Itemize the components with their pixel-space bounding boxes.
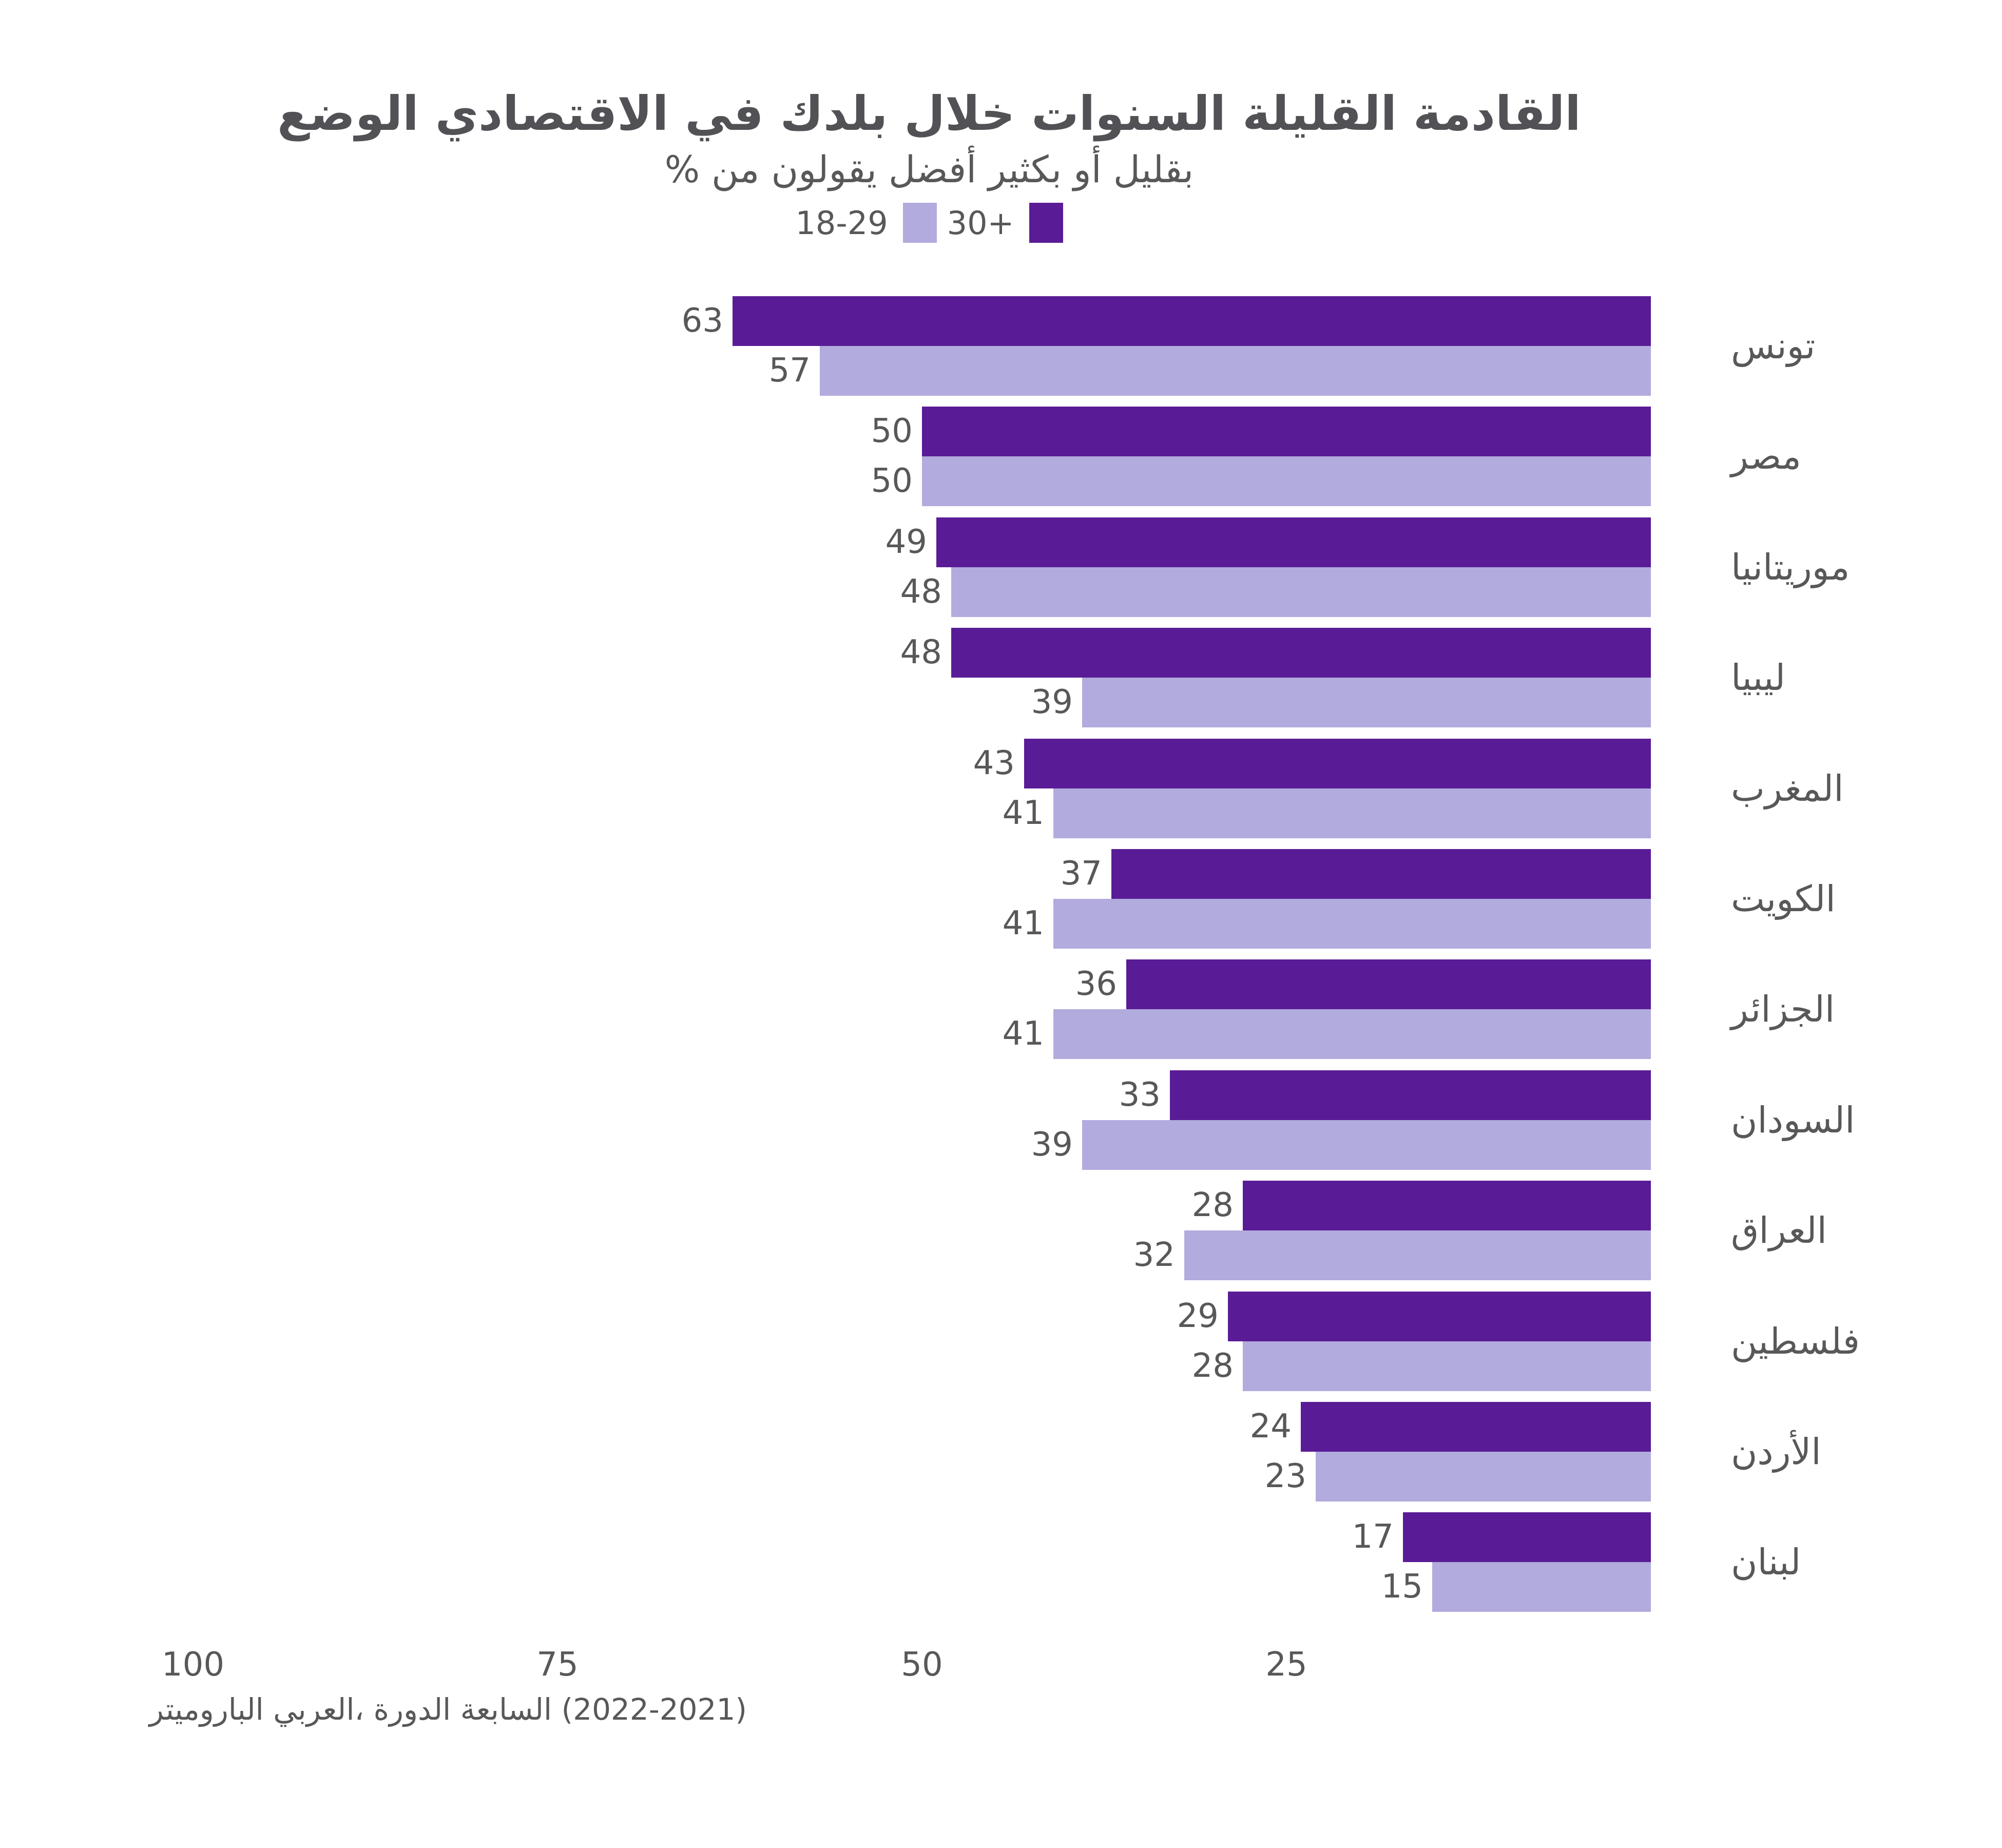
chart-title: الوضع الاقتصادي في بلدك خلال السنوات الق… — [277, 86, 1581, 141]
chart-header: الوضع الاقتصادي في بلدك خلال السنوات الق… — [0, 86, 1858, 243]
bar-younger — [1432, 1562, 1651, 1612]
bar-older — [1024, 739, 1651, 788]
value-label-younger: 41 — [1002, 794, 1044, 832]
country-label: فلسطين — [1731, 1320, 1860, 1362]
bar-younger — [1316, 1452, 1651, 1502]
chart-subtitle: % من يقولون أفضل بكثير أو بقليل — [664, 147, 1194, 191]
x-tick-label: 25 — [1265, 1646, 1307, 1684]
value-label-younger: 50 — [871, 462, 913, 500]
country-label: تونس — [1731, 325, 1816, 367]
value-label-older: 17 — [1352, 1518, 1394, 1556]
value-label-older: 63 — [681, 302, 723, 340]
bar-older — [936, 517, 1651, 567]
value-label-younger: 48 — [900, 573, 942, 611]
legend-swatch-icon — [902, 203, 937, 243]
bar-older — [733, 296, 1651, 346]
x-tick-label: 100 — [161, 1646, 225, 1684]
legend: 18-29 30+ — [0, 203, 1858, 243]
value-label-older: 49 — [885, 523, 927, 561]
legend-label: 18-29 — [795, 204, 888, 242]
value-label-younger: 32 — [1133, 1236, 1175, 1274]
value-label-older: 36 — [1075, 965, 1117, 1003]
bar-older — [1301, 1402, 1651, 1452]
value-label-younger: 39 — [1031, 683, 1073, 721]
value-label-younger: 41 — [1002, 1015, 1044, 1053]
bar-younger — [951, 567, 1651, 617]
country-label: الكويت — [1731, 878, 1836, 920]
source-note: الباروميتر العربي، الدورة السابعة (2022-… — [149, 1692, 747, 1727]
bar-older — [1403, 1512, 1651, 1562]
country-label: لبنان — [1731, 1541, 1801, 1583]
bar-older — [1170, 1070, 1651, 1120]
value-label-younger: 23 — [1264, 1457, 1306, 1495]
value-label-older: 50 — [871, 412, 913, 450]
value-label-older: 43 — [973, 744, 1015, 782]
bar-younger — [1053, 899, 1651, 949]
bar-older — [1126, 959, 1651, 1009]
value-label-older: 37 — [1060, 855, 1102, 893]
x-tick-label: 50 — [901, 1646, 943, 1684]
value-label-older: 24 — [1249, 1408, 1292, 1446]
bar-older — [1243, 1181, 1651, 1230]
value-label-older: 29 — [1177, 1297, 1219, 1335]
bar-younger — [1082, 1120, 1651, 1170]
bar-younger — [1053, 1009, 1651, 1059]
bar-younger — [1243, 1341, 1651, 1391]
bar-younger — [1053, 788, 1651, 838]
value-label-younger: 41 — [1002, 904, 1044, 942]
bar-older — [1228, 1292, 1651, 1341]
value-label-younger: 57 — [768, 352, 811, 390]
bar-older — [922, 407, 1651, 456]
country-label: ليبيا — [1731, 657, 1786, 699]
country-label: الأردن — [1731, 1431, 1821, 1473]
bar-younger — [1184, 1230, 1651, 1280]
country-label: موريتانيا — [1731, 546, 1850, 588]
value-label-older: 48 — [900, 633, 942, 671]
legend-label: 30+ — [947, 204, 1014, 242]
value-label-older: 33 — [1119, 1076, 1161, 1114]
country-label: الجزائر — [1731, 988, 1835, 1030]
bar-younger — [820, 346, 1651, 396]
x-tick-label: 75 — [536, 1646, 579, 1684]
country-label: مصر — [1731, 435, 1801, 477]
bar-younger — [1082, 678, 1651, 727]
bar-younger — [922, 456, 1651, 506]
country-label: العراق — [1731, 1209, 1827, 1252]
bar-older — [1111, 849, 1651, 899]
legend-item-18-29: 18-29 — [795, 203, 937, 243]
value-label-older: 28 — [1191, 1186, 1234, 1224]
country-label: المغرب — [1731, 767, 1844, 810]
country-label: السودان — [1731, 1099, 1855, 1141]
legend-swatch-icon — [1029, 203, 1063, 243]
legend-item-30+: 30+ — [947, 203, 1063, 243]
value-label-younger: 15 — [1381, 1568, 1423, 1606]
bar-older — [951, 628, 1651, 678]
value-label-younger: 28 — [1191, 1347, 1234, 1385]
value-label-younger: 39 — [1031, 1126, 1073, 1164]
